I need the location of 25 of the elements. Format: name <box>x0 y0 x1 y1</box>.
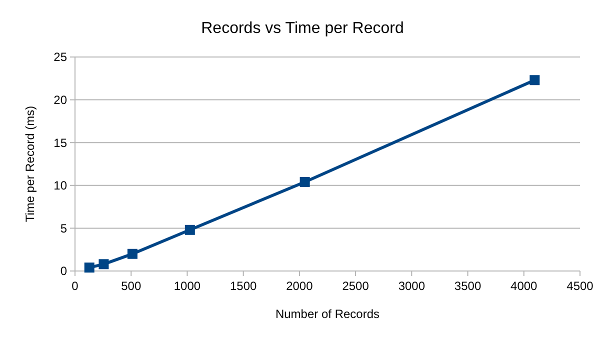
y-tick-label: 20 <box>54 93 68 107</box>
x-axis-title: Number of Records <box>275 307 380 321</box>
x-tick-label: 3500 <box>454 279 482 293</box>
x-tick-label: 3000 <box>398 279 426 293</box>
x-tick-label: 4500 <box>566 279 594 293</box>
x-tick-label: 1500 <box>230 279 258 293</box>
x-tick-label: 1000 <box>174 279 201 293</box>
point <box>98 259 109 270</box>
y-tick-label: 15 <box>54 136 68 150</box>
chart-title: Records vs Time per Record <box>201 20 404 37</box>
point <box>300 176 310 187</box>
x-tick-label: 4000 <box>510 279 538 293</box>
x-tick-label: 0 <box>72 279 79 293</box>
point <box>184 224 195 235</box>
y-tick-label: 5 <box>60 221 68 236</box>
point <box>84 262 94 273</box>
y-tick-label: 0 <box>60 264 68 278</box>
point <box>127 248 138 259</box>
x-tick-label: 2000 <box>286 279 314 293</box>
y-tick-label: 10 <box>54 178 68 193</box>
point <box>530 75 540 86</box>
y-axis-title: Time per Record (ms) <box>23 106 37 222</box>
x-tick-label: 500 <box>121 279 142 293</box>
x-tick-label: 2500 <box>342 279 370 293</box>
y-tick-label: 25 <box>54 50 68 64</box>
